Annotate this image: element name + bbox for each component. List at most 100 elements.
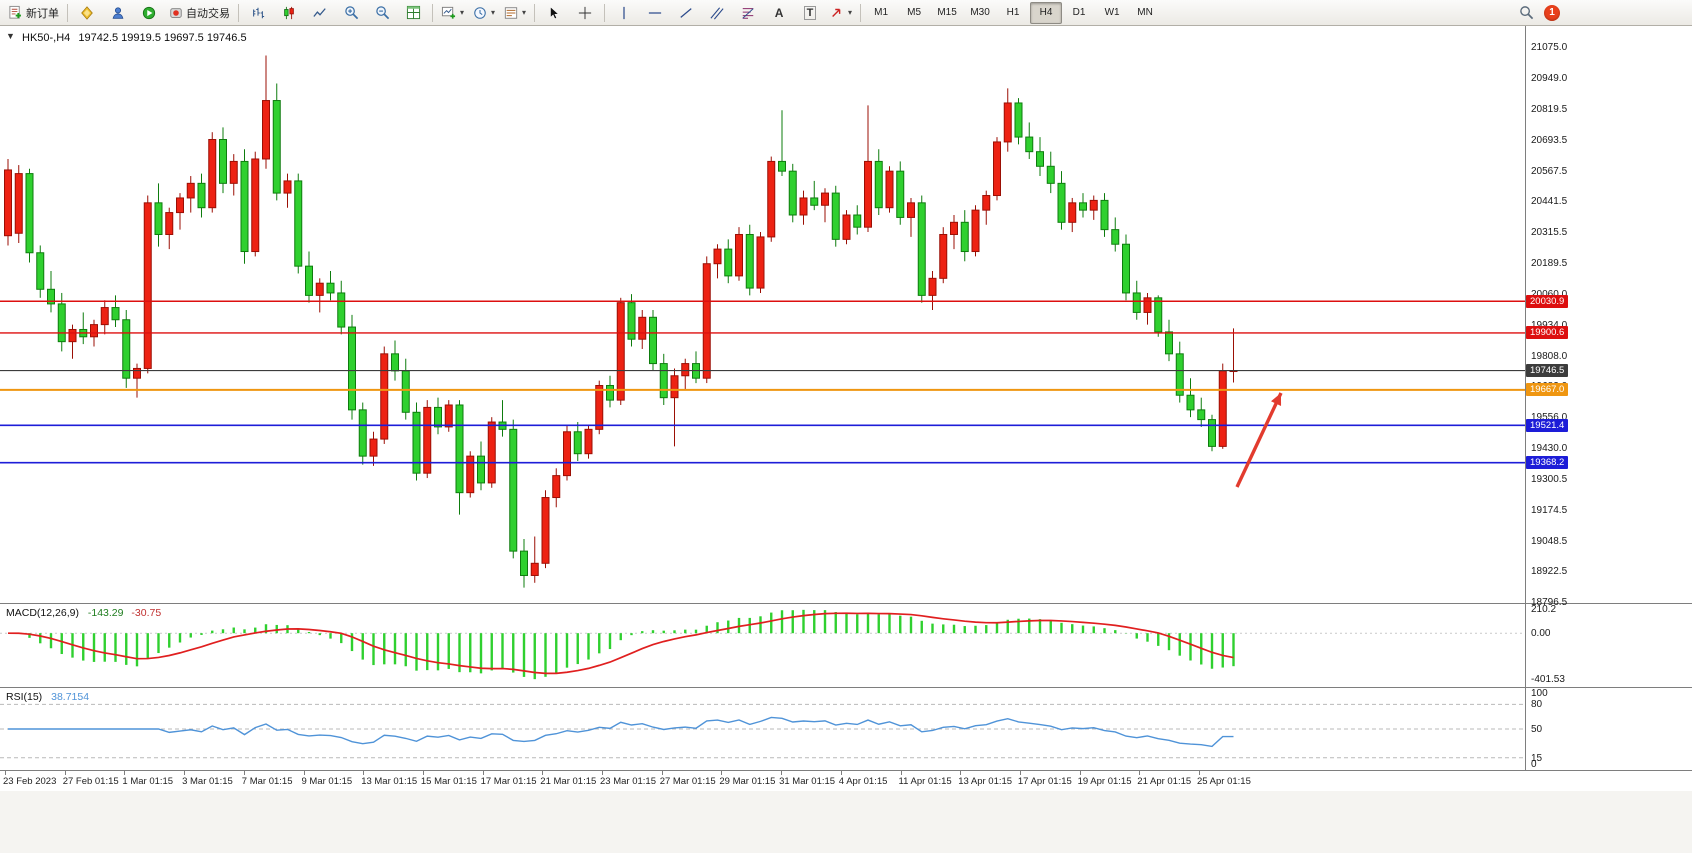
line-chart-button[interactable] <box>305 1 335 25</box>
period-button[interactable]: ▾ <box>469 1 499 25</box>
timeframe-button-w1[interactable]: W1 <box>1104 7 1120 18</box>
macd-signal-value: -30.75 <box>131 607 162 619</box>
toolbar-separator <box>860 3 862 22</box>
price-axis-border <box>1525 26 1526 771</box>
tile-windows-button[interactable] <box>398 1 428 25</box>
label-tool-button[interactable]: T <box>795 1 825 25</box>
search-icon[interactable] <box>1519 5 1534 20</box>
time-axis-label: 11 Apr 01:15 <box>898 776 952 787</box>
time-axis-label: 27 Feb 01:15 <box>62 776 119 787</box>
new-chart-button[interactable]: ▾ <box>437 1 468 25</box>
time-axis-label: 4 Apr 01:15 <box>838 776 888 787</box>
price-axis-label: 20693.5 <box>1531 134 1568 146</box>
new-order-button[interactable]: 新订单 <box>4 1 63 25</box>
bar-chart-button[interactable] <box>243 1 273 25</box>
fibonacci-tool-button[interactable] <box>733 1 763 25</box>
price-axis-label: 21075.0 <box>1531 41 1568 53</box>
toolbar-separator <box>604 3 606 22</box>
time-axis-tick <box>960 771 962 775</box>
timeframe-button-m30[interactable]: M30 <box>970 7 990 18</box>
time-axis-tick <box>1139 771 1141 775</box>
dropdown-caret-icon: ▾ <box>491 8 496 17</box>
time-axis-label: 21 Mar 01:15 <box>540 776 597 787</box>
macd-plot-area[interactable] <box>0 604 1525 687</box>
templates-button[interactable]: ▾ <box>500 1 530 25</box>
terminal-button[interactable] <box>134 1 164 25</box>
price-axis-label: 20315.5 <box>1531 226 1568 238</box>
price-axis-label: 20441.5 <box>1531 196 1568 208</box>
one-click-trading-toggle[interactable]: ▼ <box>6 31 15 41</box>
channel-icon <box>710 6 724 20</box>
autotrading-button[interactable]: 自动交易 <box>165 1 234 25</box>
rsi-panel: RSI(15) 38.7154 100 80 50 15 0 <box>0 688 1692 770</box>
new-order-label: 新订单 <box>26 7 59 20</box>
timeframe-button-m1[interactable]: M1 <box>874 7 889 18</box>
price-line-badge: 19521.4 <box>1526 418 1569 432</box>
time-axis-label: 9 Mar 01:15 <box>301 776 353 787</box>
notification-badge[interactable]: 1 <box>1544 4 1560 21</box>
macd-axis-label: 0.00 <box>1531 628 1551 640</box>
panel-splitter[interactable] <box>0 603 1692 604</box>
time-axis-label: 3 Mar 01:15 <box>182 776 233 787</box>
timeframe-button-d1[interactable]: D1 <box>1072 7 1086 18</box>
horizontal-line-tool-button[interactable] <box>640 1 670 25</box>
price-line-badge: 19667.0 <box>1526 383 1569 397</box>
price-axis-label: 19048.5 <box>1531 535 1568 547</box>
candlestick-chart-icon <box>282 6 296 20</box>
rsi-name: RSI(15) <box>6 691 43 703</box>
timeframe-group: M1 M5 M15 M30 H1 H4 D1 W1 MN <box>865 1 1161 24</box>
timeframe-button-m15[interactable]: M15 <box>937 7 957 18</box>
price-line-badge: 19900.6 <box>1526 326 1569 340</box>
timeframe-button-m5[interactable]: M5 <box>907 7 922 18</box>
text-tool-button[interactable]: A <box>764 1 794 25</box>
candlestick-chart-button[interactable] <box>274 1 304 25</box>
time-axis-label: 17 Apr 01:15 <box>1017 776 1072 787</box>
price-line-badge: 20030.9 <box>1526 294 1569 308</box>
price-line-badge: 19746.5 <box>1526 364 1569 378</box>
cursor-button[interactable] <box>539 1 569 25</box>
time-axis[interactable]: 23 Feb 2023 27 Feb 01:15 1 Mar 01:15 3 Mar … <box>0 771 1692 791</box>
rsi-plot-area[interactable] <box>0 688 1525 770</box>
clock-icon <box>473 6 487 20</box>
time-axis-tick <box>781 771 783 775</box>
zoom-out-icon <box>375 5 390 20</box>
crosshair-button[interactable] <box>570 1 600 25</box>
horizontal-line-icon <box>648 6 662 20</box>
zoom-out-button[interactable] <box>367 1 397 25</box>
market-watch-icon <box>80 5 94 20</box>
cursor-icon <box>547 5 561 20</box>
arrows-tool-button[interactable]: ▾ <box>826 1 856 25</box>
time-axis-tick <box>303 771 305 775</box>
timeframe-button-h1[interactable]: H1 <box>1006 7 1020 18</box>
panel-splitter[interactable] <box>0 687 1692 688</box>
time-axis-label: 29 Mar 01:15 <box>719 776 776 787</box>
arrow-shape-icon <box>830 6 844 20</box>
time-axis-label: 15 Mar 01:15 <box>420 776 477 787</box>
zoom-in-button[interactable] <box>336 1 366 25</box>
chart-ohlc-values: 19742.5 19919.5 19697.5 19746.5 <box>78 32 247 44</box>
vertical-line-tool-button[interactable] <box>609 1 639 25</box>
trendline-tool-button[interactable] <box>671 1 701 25</box>
price-axis-label: 18922.5 <box>1531 566 1568 578</box>
profile-button[interactable] <box>103 1 133 25</box>
profile-icon <box>111 6 125 20</box>
chart-symbol-period: HK50-,H4 <box>22 32 71 44</box>
bar-chart-icon <box>251 6 265 20</box>
time-axis-label: 25 Apr 01:15 <box>1197 776 1251 787</box>
price-axis-label: 19430.0 <box>1531 442 1568 454</box>
trendline-icon <box>679 6 693 20</box>
toolbar-separator <box>534 3 536 22</box>
fibonacci-icon <box>741 6 755 20</box>
market-watch-button[interactable] <box>72 1 102 25</box>
window-empty-area <box>0 791 1692 853</box>
price-line-badge: 19368.2 <box>1526 456 1569 470</box>
timeframe-button-h4[interactable]: H4 <box>1030 1 1063 24</box>
timeframe-button-mn[interactable]: MN <box>1137 7 1153 18</box>
time-axis-tick <box>840 771 842 775</box>
price-axis-label: 20060.0 <box>1531 289 1567 300</box>
chart-plot-area[interactable] <box>0 26 1525 603</box>
channel-tool-button[interactable] <box>702 1 732 25</box>
time-axis-tick <box>1019 771 1021 775</box>
rsi-axis-label: 50 <box>1531 724 1543 735</box>
rsi-axis-label: 0 <box>1531 759 1537 770</box>
